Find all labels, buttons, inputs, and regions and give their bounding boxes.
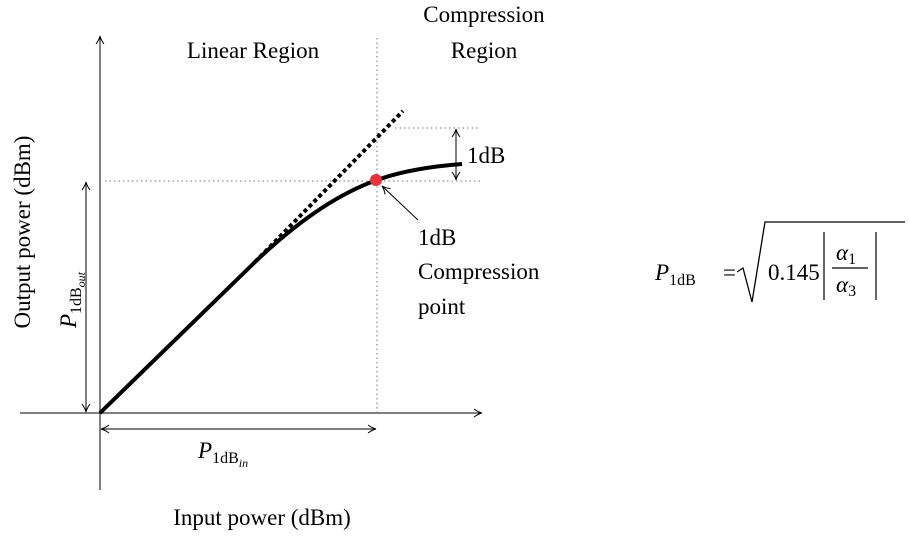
gain-curve xyxy=(98,162,463,415)
symbol: P xyxy=(197,438,212,463)
p-out-label: P1dBout xyxy=(56,271,88,329)
step-label: 1dB xyxy=(467,143,505,168)
symbol: P xyxy=(654,260,669,285)
subscript: 1dB xyxy=(212,450,239,467)
point-label: point xyxy=(418,294,466,319)
formula-coefficient: 0.145 xyxy=(768,260,820,285)
subscript: 1 xyxy=(848,251,856,268)
denominator: α3 xyxy=(836,272,856,300)
formula-lhs: P1dB xyxy=(654,260,696,289)
formula-equals: = xyxy=(723,260,736,285)
point-label: 1dB xyxy=(418,225,456,250)
subscript: 1dB xyxy=(68,287,85,314)
subscript: 3 xyxy=(848,283,856,300)
sub-subscript: in xyxy=(239,456,248,470)
symbol: α xyxy=(836,272,849,297)
compression-region-label: Region xyxy=(451,38,518,63)
pointer-arrow xyxy=(381,185,419,221)
point-label: Compression xyxy=(418,259,540,284)
radical xyxy=(736,221,905,303)
x-axis-label: Input power (dBm) xyxy=(173,505,351,530)
symbol: P xyxy=(56,314,81,329)
y-axis-label: Output power (dBm) xyxy=(10,136,35,329)
ideal-line xyxy=(253,109,405,264)
compression-region-label: Compression xyxy=(423,2,545,27)
compression-point xyxy=(370,174,382,186)
symbol: α xyxy=(836,240,849,265)
linear-region-label: Linear Region xyxy=(187,38,320,63)
guides xyxy=(105,38,480,413)
numerator: α1 xyxy=(836,240,856,268)
subscript: 1dB xyxy=(669,272,696,289)
p-in-label: P1dBin xyxy=(197,438,248,470)
sub-subscript: out xyxy=(74,271,88,287)
